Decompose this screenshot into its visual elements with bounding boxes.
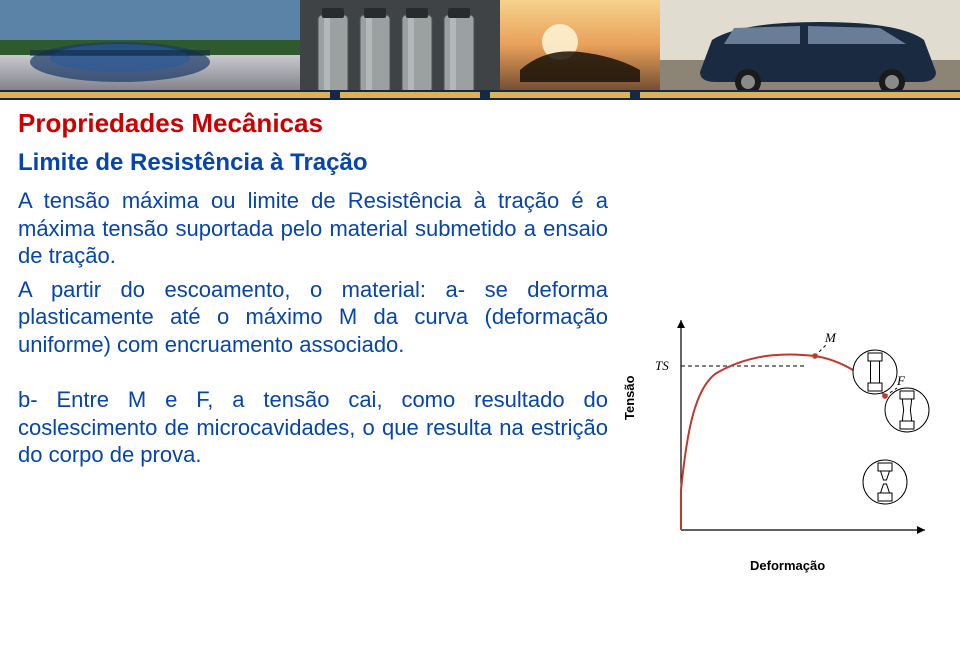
paragraph-1: A tensão máxima ou limite de Resistência… <box>18 187 608 270</box>
chart-y-axis-label: Tensão <box>622 375 637 420</box>
chart-svg: TS M F <box>635 310 935 550</box>
content-area: Propriedades Mecânicas Limite de Resistê… <box>0 100 960 469</box>
paragraph-3: b- Entre M e F, a tensão cai, como resul… <box>18 386 608 469</box>
svg-text:F: F <box>896 373 906 388</box>
banner-svg <box>0 0 960 100</box>
svg-text:TS: TS <box>655 358 669 373</box>
chart-x-axis-label: Deformação <box>750 558 825 573</box>
paragraph-2: A partir do escoamento, o material: a- s… <box>18 276 608 359</box>
section-subtitle: Limite de Resistência à Tração <box>18 149 608 177</box>
page-title: Propriedades Mecânicas <box>18 108 942 139</box>
left-column: Limite de Resistência à Tração A tensão … <box>18 149 608 469</box>
header-banner <box>0 0 960 100</box>
stress-strain-chart: Tensão TSMF Deformação <box>630 310 940 550</box>
svg-text:M: M <box>824 330 837 345</box>
